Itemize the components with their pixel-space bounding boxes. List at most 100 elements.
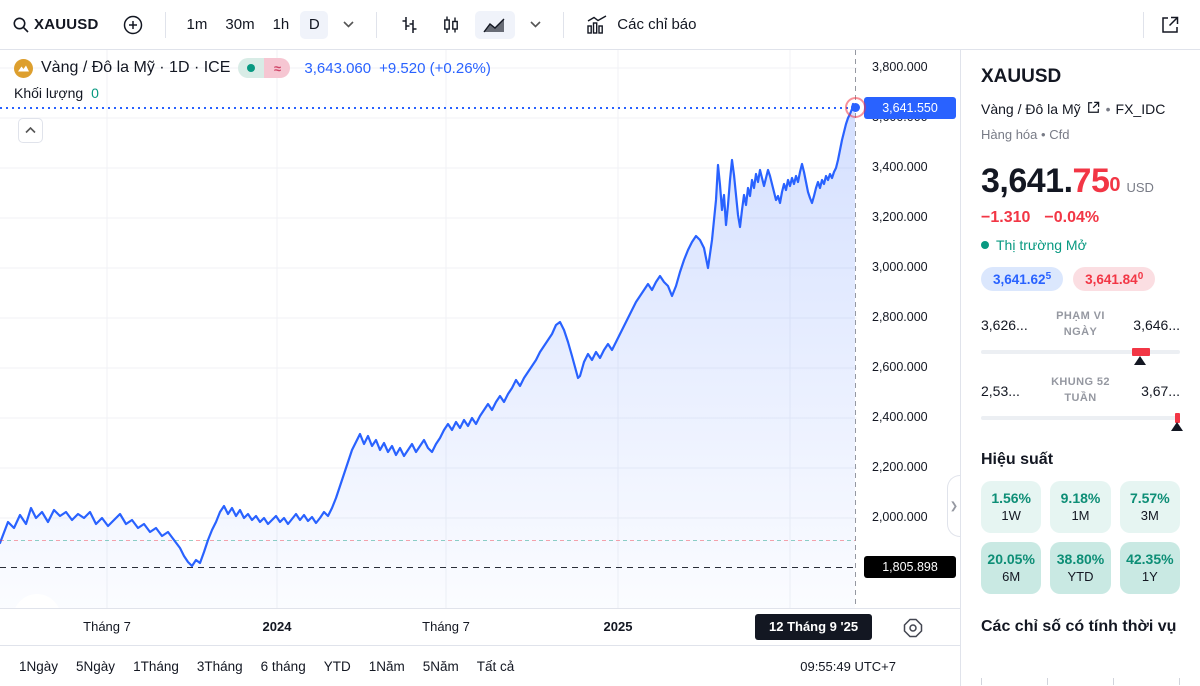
week52-low: 2,53...	[981, 382, 1020, 399]
toolbar-separator	[1143, 11, 1144, 38]
external-link-icon[interactable]	[1152, 11, 1188, 39]
price-axis-label: 2,000.000	[872, 510, 928, 524]
interval-1m[interactable]: 1m	[180, 11, 215, 39]
open-symbol-link-icon[interactable]	[1086, 100, 1101, 118]
date-range-toolbar: 1Ngày 5Ngày 1Tháng 3Tháng 6 tháng YTD 1Năm 5Năm…	[0, 645, 960, 686]
tradingview-logo[interactable]: 17	[13, 594, 61, 608]
top-toolbar: XAUUSD 1m 30m 1h D Các chỉ báo	[0, 0, 1200, 50]
perf-card-3m: 7.57% 3M	[1119, 480, 1180, 533]
gold-coin-icon	[14, 58, 33, 78]
range-tất-cả[interactable]: Tất cả	[468, 653, 524, 680]
toolbar-separator	[376, 11, 378, 38]
time-axis-label: Tháng 7	[83, 619, 131, 634]
chart-style-candles-icon[interactable]	[433, 11, 469, 39]
time-axis-settings-icon[interactable]	[901, 616, 925, 645]
time-axis[interactable]: 12 Tháng 9 '25 Tháng 7 2024 Tháng 7 2025	[0, 608, 960, 645]
chart-style-chevron-down-icon[interactable]	[521, 11, 549, 39]
market-open-dot-icon	[981, 241, 989, 249]
perf-card-1y: 42.35% 1Y	[1119, 541, 1180, 594]
week52-range-block: 2,53... KHUNG 52 TUẦN 3,67...	[981, 375, 1183, 431]
perf-card-1m: 9.18% 1M	[1050, 480, 1111, 533]
interval-chevron-down-icon[interactable]	[334, 11, 362, 39]
range-ytd[interactable]: YTD	[315, 653, 360, 680]
price-axis-label: 2,800.000	[872, 310, 928, 324]
panel-symbol-subtitle: Vàng / Đô la Mỹ	[981, 101, 1081, 117]
performance-title: Hiệu suất	[981, 450, 1054, 468]
price-axis-label: 2,400.000	[872, 410, 928, 424]
range-1tháng[interactable]: 1Tháng	[124, 653, 188, 680]
market-status-label: Thị trường Mở	[996, 237, 1087, 253]
volume-value: 0	[91, 85, 99, 101]
panel-symbol-title: XAUUSD	[981, 66, 1062, 87]
toolbar-separator	[563, 11, 565, 38]
price-currency: USD	[1126, 180, 1154, 195]
panel-instrument-kind: Cfd	[1049, 127, 1070, 142]
interval-group: 1m 30m 1h D	[180, 10, 329, 39]
crosshair-date-badge: 12 Tháng 9 '25	[755, 614, 873, 640]
change-percent: −0.04%	[1044, 209, 1100, 226]
price-superscript: 0	[1109, 174, 1121, 196]
day-range-track	[981, 347, 1180, 356]
volume-label: Khối lượng	[14, 85, 84, 101]
perf-card-1w: 1.56% 1W	[981, 480, 1042, 533]
week52-range-track	[981, 412, 1180, 423]
time-axis-label: 2024	[262, 619, 292, 634]
symbol-search-button[interactable]: XAUUSD	[12, 16, 99, 34]
perf-card-6m: 20.05% 6M	[981, 541, 1042, 594]
time-axis-label: Tháng 7	[422, 619, 470, 634]
range-1ngày[interactable]: 1Ngày	[10, 653, 67, 680]
seasonal-title: Các chỉ số có tính thời vụ	[981, 617, 1177, 635]
week52-label: KHUNG 52 TUẦN	[1051, 375, 1110, 404]
range-3tháng[interactable]: 3Tháng	[188, 653, 252, 680]
day-range-block: 3,626... PHẠM VI NGÀY 3,646...	[981, 309, 1180, 365]
time-axis-label: 2025	[603, 619, 633, 634]
price-axis-label: 3,400.000	[872, 160, 928, 174]
chart-style-area-icon[interactable]	[475, 10, 516, 39]
day-range-low: 3,626...	[981, 316, 1028, 333]
last-bar-vertical-line	[855, 50, 856, 608]
market-status-pills[interactable]: ≈	[238, 58, 291, 78]
panel-price-change: −1.310 −0.04%	[981, 209, 1180, 227]
price-axis-label: 3,200.000	[872, 210, 928, 224]
panel-collapse-handle[interactable]: ❯	[947, 475, 960, 537]
low-price-dashed-line	[0, 566, 855, 568]
week52-range-marker	[1171, 421, 1183, 431]
price-axis-label: 2,600.000	[872, 360, 928, 374]
price-axis-label: 3,000.000	[872, 260, 928, 274]
chart-style-bars-icon[interactable]	[391, 11, 427, 39]
search-icon	[12, 16, 30, 34]
clock-timezone[interactable]: 09:55:49 UTC+7	[800, 658, 896, 674]
delayed-data-icon: ≈	[264, 58, 291, 78]
chart-legend: Vàng / Đô la Mỹ · 1D · ICE ≈ 3,643.060 +…	[14, 58, 491, 101]
interval-30m[interactable]: 30m	[218, 11, 261, 39]
compare-add-icon[interactable]	[115, 11, 151, 39]
legend-price: 3,643.060	[304, 59, 372, 77]
day-range-high: 3,646...	[1133, 316, 1180, 333]
price-axis-label: 2,200.000	[872, 460, 928, 474]
legend-collapse-button[interactable]	[18, 118, 43, 143]
panel-market-type: Hàng hóa	[981, 127, 1038, 142]
week52-high: 3,67...	[1141, 382, 1180, 399]
interval-d[interactable]: D	[300, 10, 329, 39]
range-1năm[interactable]: 1Năm	[360, 653, 414, 680]
interval-1h[interactable]: 1h	[266, 11, 297, 39]
low-price-badge: 1,805.898	[864, 555, 956, 578]
symbol-detail-panel: XAUUSD Vàng / Đô la Mỹ • FX_IDC Hàng hóa…	[960, 50, 1200, 686]
range-6-tháng[interactable]: 6 tháng	[252, 653, 315, 680]
perf-card-ytd: 38.80% YTD	[1050, 541, 1111, 594]
range-5năm[interactable]: 5Năm	[414, 653, 468, 680]
panel-exchange: FX_IDC	[1115, 101, 1166, 117]
market-open-dot-icon	[238, 58, 265, 78]
price-integer: 3,641.	[981, 162, 1073, 200]
day-range-label: PHẠM VI NGÀY	[1056, 310, 1105, 338]
toolbar-separator	[164, 11, 166, 38]
toolbar-symbol: XAUUSD	[34, 16, 99, 33]
range-5ngày[interactable]: 5Ngày	[67, 653, 124, 680]
range-buttons: 1Ngày 5Ngày 1Tháng 3Tháng 6 tháng YTD 1Năm 5Năm…	[10, 653, 523, 680]
chart-pane[interactable]: 3,800.0003,600.0003,400.0003,200.0003,00…	[0, 50, 960, 608]
legend-symbol-title[interactable]: Vàng / Đô la Mỹ · 1D · ICE	[41, 59, 231, 76]
indicators-button[interactable]: Các chỉ báo	[578, 11, 703, 39]
chart-section: 3,800.0003,600.0003,400.0003,200.0003,00…	[0, 50, 960, 686]
panel-last-price: 3,641. 75 0 USD	[981, 162, 1180, 201]
